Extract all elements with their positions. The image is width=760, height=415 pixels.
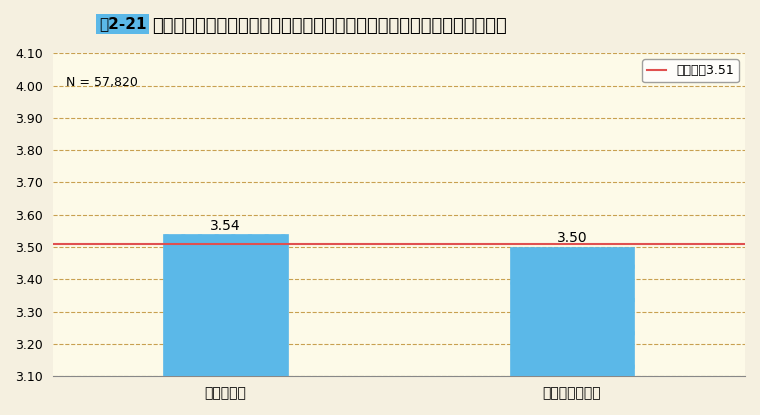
Text: 3.50: 3.50 <box>556 232 587 245</box>
Text: 3.54: 3.54 <box>211 219 241 232</box>
Legend: 総平均値3.51: 総平均値3.51 <box>642 59 739 83</box>
Bar <box>163 234 288 415</box>
Text: フルタイム勤務職員のうち、交替制勤務・交替制勤務以外の回答の平均値: フルタイム勤務職員のうち、交替制勤務・交替制勤務以外の回答の平均値 <box>152 17 507 34</box>
Bar <box>510 247 634 415</box>
Text: N = 57,820: N = 57,820 <box>66 76 138 89</box>
Text: 図2-21: 図2-21 <box>99 17 146 32</box>
